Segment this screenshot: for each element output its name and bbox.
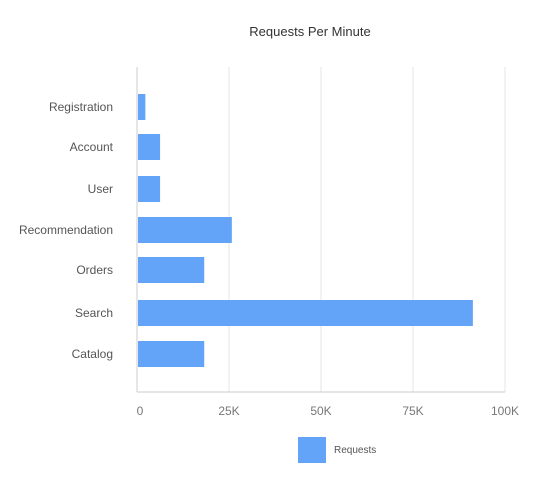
bar-registration <box>138 94 146 120</box>
x-tick-label: 50K <box>310 404 331 418</box>
legend-label: Requests <box>334 445 376 456</box>
category-label: Orders <box>76 263 113 277</box>
category-label: Registration <box>49 100 113 114</box>
x-tick-label: 100K <box>491 404 519 418</box>
x-tick-label: 25K <box>218 404 239 418</box>
x-tick-label: 0 <box>137 404 144 418</box>
bar-recommendation <box>138 217 232 243</box>
bar-orders <box>138 257 205 283</box>
tick-labels: 0 25K 50K 75K 100K <box>137 404 519 418</box>
chart-title: Requests Per Minute <box>249 24 370 39</box>
grid-layer <box>228 67 506 392</box>
axis-layer <box>136 67 505 393</box>
category-labels: Registration Account User Recommendation Ord… <box>19 100 114 361</box>
bar-layer <box>138 94 473 367</box>
legend-swatch <box>298 437 326 463</box>
category-label: User <box>88 182 113 196</box>
legend: Requests <box>298 437 376 463</box>
category-label: Account <box>70 140 114 154</box>
category-label: Search <box>75 306 113 320</box>
bar-user <box>138 176 161 202</box>
bar-search <box>138 300 473 326</box>
bar-catalog <box>138 341 205 367</box>
category-label: Catalog <box>72 347 113 361</box>
bar-account <box>138 134 161 160</box>
category-label: Recommendation <box>19 223 113 237</box>
x-tick-label: 75K <box>402 404 423 418</box>
